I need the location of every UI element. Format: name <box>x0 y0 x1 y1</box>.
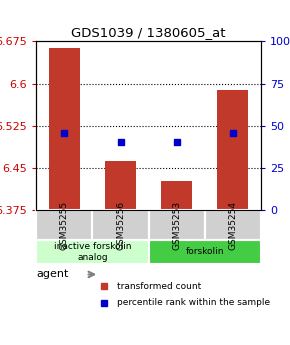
FancyBboxPatch shape <box>205 210 261 240</box>
FancyBboxPatch shape <box>148 240 261 264</box>
Text: GSM35254: GSM35254 <box>229 201 238 250</box>
Title: GDS1039 / 1380605_at: GDS1039 / 1380605_at <box>71 26 226 39</box>
Text: forskolin: forskolin <box>186 247 224 256</box>
Text: GSM35255: GSM35255 <box>60 201 69 250</box>
Text: GSM35253: GSM35253 <box>172 201 181 250</box>
Text: percentile rank within the sample: percentile rank within the sample <box>117 298 270 307</box>
Text: inactive forskolin
analog: inactive forskolin analog <box>54 242 131 262</box>
FancyBboxPatch shape <box>36 240 148 264</box>
Bar <box>105 161 136 210</box>
Text: GSM35256: GSM35256 <box>116 201 125 250</box>
FancyBboxPatch shape <box>148 210 205 240</box>
Bar <box>218 90 248 210</box>
Bar <box>49 48 80 210</box>
FancyBboxPatch shape <box>93 210 148 240</box>
FancyBboxPatch shape <box>36 210 93 240</box>
Text: transformed count: transformed count <box>117 282 202 291</box>
Bar <box>161 180 192 210</box>
Text: agent: agent <box>36 269 69 279</box>
